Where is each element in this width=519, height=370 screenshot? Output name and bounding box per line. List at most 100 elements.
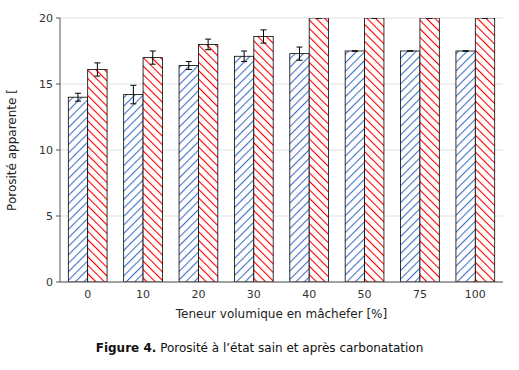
- chart-container: 051015200102030405075100Teneur volumique…: [0, 0, 519, 370]
- bar: [198, 44, 217, 282]
- caption: Figure 4. Porosité à l’état sain et aprè…: [96, 341, 424, 355]
- error-cap: [296, 60, 302, 61]
- bar: [475, 18, 494, 282]
- error-bar: [296, 47, 302, 60]
- bar: [234, 56, 253, 282]
- x-axis-label: Teneur volumique en mâchefer [%]: [175, 307, 387, 321]
- bar: [179, 66, 198, 282]
- error-cap: [261, 43, 267, 44]
- error-cap: [130, 85, 136, 86]
- bars: [68, 18, 494, 282]
- error-cap: [463, 51, 469, 52]
- error-cap: [150, 51, 156, 52]
- error-cap: [150, 64, 156, 65]
- error-cap: [296, 47, 302, 48]
- error-bar: [241, 51, 247, 62]
- error-stem: [77, 93, 78, 101]
- error-cap: [407, 51, 413, 52]
- y-axis-label: Porosité apparente [: [5, 89, 19, 211]
- y-tick: [56, 150, 60, 151]
- error-cap: [463, 51, 469, 52]
- x-tick-label: 0: [84, 288, 91, 301]
- error-stem: [263, 30, 264, 43]
- bar: [88, 69, 107, 282]
- y-tick: [56, 216, 60, 217]
- error-bar: [316, 18, 322, 19]
- x-tick-label: 50: [358, 288, 372, 301]
- error-cap: [407, 51, 413, 52]
- error-stem: [152, 51, 153, 64]
- error-cap: [427, 18, 433, 19]
- error-cap: [482, 18, 488, 19]
- error-stem: [208, 39, 209, 50]
- error-cap: [482, 18, 488, 19]
- y-tick-label: 20: [39, 12, 53, 25]
- bar: [456, 51, 475, 282]
- bar: [420, 18, 439, 282]
- x-tick-label: 100: [465, 288, 486, 301]
- bar: [290, 54, 309, 282]
- y-tick-label: 10: [39, 144, 53, 157]
- y-tick-label: 0: [46, 276, 53, 289]
- bar: [365, 18, 384, 282]
- error-stem: [188, 62, 189, 70]
- error-cap: [352, 51, 358, 52]
- error-bar: [427, 18, 433, 19]
- error-cap: [94, 76, 100, 77]
- error-bar: [94, 63, 100, 76]
- y-tick: [56, 84, 60, 85]
- error-cap: [241, 61, 247, 62]
- error-cap: [316, 18, 322, 19]
- error-cap: [205, 49, 211, 50]
- error-bar: [482, 18, 488, 19]
- error-cap: [186, 61, 192, 62]
- error-bar: [463, 51, 469, 52]
- bar: [345, 51, 364, 282]
- error-stem: [97, 63, 98, 76]
- x-tick-label: 20: [191, 288, 205, 301]
- y-tick-label: 15: [39, 78, 53, 91]
- error-bar: [352, 51, 358, 52]
- bar: [143, 58, 162, 282]
- error-cap: [352, 51, 358, 52]
- bar: [254, 36, 273, 282]
- bar: [309, 18, 328, 282]
- error-bar: [150, 51, 156, 64]
- caption-title: Figure 4.: [96, 341, 157, 355]
- x-tick-label: 30: [247, 288, 261, 301]
- error-bar: [261, 30, 267, 43]
- error-cap: [94, 62, 100, 63]
- error-cap: [75, 101, 81, 102]
- x-tick-label: 10: [136, 288, 150, 301]
- error-cap: [316, 18, 322, 19]
- y-tick: [56, 282, 60, 283]
- y-tick: [56, 18, 60, 19]
- error-cap: [371, 18, 377, 19]
- grid-line: [60, 282, 503, 283]
- x-tick-label: 40: [302, 288, 316, 301]
- page: {"chart_data": {"type": "bar", "title": …: [0, 0, 519, 370]
- chart-svg: 051015200102030405075100Teneur volumique…: [0, 0, 519, 370]
- bar: [124, 95, 143, 282]
- error-stem: [244, 51, 245, 62]
- error-bar: [407, 51, 413, 52]
- error-stem: [299, 47, 300, 60]
- bar: [401, 51, 420, 282]
- error-cap: [371, 18, 377, 19]
- error-cap: [205, 39, 211, 40]
- error-stem: [133, 85, 134, 103]
- error-bar: [371, 18, 377, 19]
- y-axis-line: [60, 18, 61, 282]
- bar: [68, 97, 87, 282]
- error-bar: [186, 62, 192, 70]
- error-cap: [241, 51, 247, 52]
- x-axis-line: [60, 282, 503, 283]
- grid: [56, 18, 503, 282]
- error-cap: [261, 29, 267, 30]
- error-cap: [75, 93, 81, 94]
- error-bar: [75, 93, 81, 101]
- error-cap: [130, 103, 136, 104]
- error-bar: [205, 39, 211, 50]
- error-bar: [130, 85, 136, 103]
- error-cap: [186, 69, 192, 70]
